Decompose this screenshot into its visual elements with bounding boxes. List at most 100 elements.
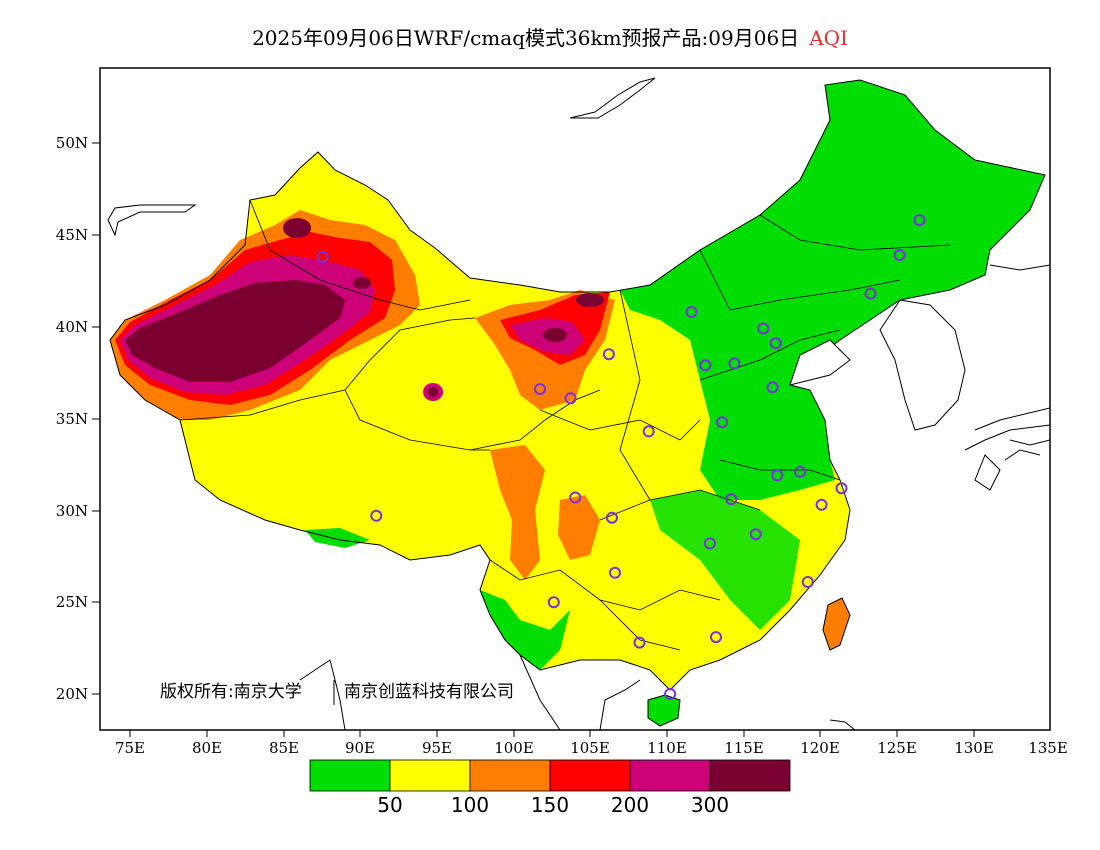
city-station-marker <box>534 383 546 396</box>
city-station-marker <box>716 416 729 429</box>
lat-tick-35n: 35N <box>56 410 88 428</box>
city-station-marker <box>749 528 762 541</box>
map-title: 2025年09月06日WRF/cmaq模式36km预报产品:09月06日 AQI <box>0 22 1100 51</box>
legend-label-300: 300 <box>691 793 729 817</box>
lat-tick-25n: 25N <box>56 593 88 611</box>
lake-baikal <box>569 77 656 119</box>
city-station-marker <box>699 359 712 372</box>
title-pollutant: AQI <box>809 26 848 50</box>
caspian-edge <box>107 204 197 237</box>
lon-tick-90e: 90E <box>345 739 375 757</box>
station-markers <box>316 214 926 700</box>
map-field <box>107 77 1050 730</box>
coastlines <box>107 77 1050 730</box>
city-station-marker <box>703 537 716 550</box>
japan-honshu <box>964 424 1050 491</box>
city-station-marker <box>602 348 615 361</box>
lon-tick-125e: 125E <box>877 739 917 757</box>
legend-label-50: 50 <box>377 793 402 817</box>
city-station-marker <box>564 392 577 405</box>
province-boundaries <box>179 199 951 651</box>
lat-tick-20n: 20N <box>56 685 88 703</box>
city-station-marker <box>728 357 741 370</box>
lon-tick-75e: 75E <box>115 739 145 757</box>
map-frame <box>99 67 1051 731</box>
luzon-edge <box>829 719 856 730</box>
region-aqi-maroon-junggar <box>283 218 311 238</box>
japan-islands <box>1004 439 1050 461</box>
city-station-marker <box>633 636 646 649</box>
city-station-marker <box>547 596 560 609</box>
lon-tick-130e: 130E <box>954 739 994 757</box>
legend-label-200: 200 <box>611 793 649 817</box>
japan-kyushu <box>974 407 1050 431</box>
legend-swatch <box>309 759 391 792</box>
city-station-marker <box>815 498 828 511</box>
lon-tick-85e: 85E <box>269 739 299 757</box>
region-aqi-green-southeast <box>650 490 800 630</box>
legend-swatch <box>389 759 471 792</box>
city-station-marker <box>766 381 779 394</box>
city-station-marker <box>913 214 926 227</box>
copyright-owner-2: 南京创蓝科技有限公司 <box>344 682 514 702</box>
city-station-marker <box>606 511 618 524</box>
region-aqi-orange-taiwan <box>823 598 850 650</box>
lat-tick-45n: 45N <box>56 226 88 244</box>
city-station-marker <box>710 631 722 644</box>
region-aqi-maroon-turpan <box>353 277 371 289</box>
region-aqi-orange-sichuan <box>490 445 545 580</box>
region-aqi-green-tibet-south <box>305 528 370 548</box>
lon-tick-110e: 110E <box>647 739 687 757</box>
lat-tick-30n: 30N <box>56 502 88 520</box>
city-station-marker <box>609 566 621 579</box>
lon-tick-95e: 95E <box>422 739 452 757</box>
aqi-legend: 50 100 150 200 300 <box>309 759 791 817</box>
city-station-marker <box>794 465 807 478</box>
city-station-marker <box>316 250 329 263</box>
city-station-marker <box>725 493 738 506</box>
region-aqi-green-south <box>480 590 570 670</box>
region-aqi-green-northeast <box>620 80 1045 500</box>
legend-swatch <box>469 759 551 792</box>
city-station-marker <box>771 469 784 482</box>
indochina-coast <box>519 654 641 730</box>
taiwan-outline <box>822 597 851 651</box>
legend-swatch <box>709 759 791 792</box>
city-station-marker <box>685 306 698 318</box>
lon-tick-100e: 100E <box>494 739 534 757</box>
legend-swatches <box>309 759 791 792</box>
city-station-marker <box>835 482 848 495</box>
lat-tick-40n: 40N <box>56 318 88 336</box>
city-station-marker <box>864 287 877 300</box>
region-aqi-maroon-innermongolia <box>576 293 604 307</box>
lon-tick-105e: 105E <box>570 739 610 757</box>
city-station-marker <box>642 425 655 438</box>
russia-coast <box>989 264 1050 271</box>
region-aqi-orange-sichuan2 <box>558 495 600 560</box>
legend-label-100: 100 <box>451 793 489 817</box>
city-station-marker <box>757 322 770 335</box>
city-station-marker <box>370 509 383 522</box>
lat-tick-50n: 50N <box>56 134 88 152</box>
city-station-marker <box>569 491 582 504</box>
region-aqi-maroon-qaidam-core <box>428 387 438 397</box>
legend-swatch <box>629 759 711 792</box>
korea-peninsula <box>879 299 966 431</box>
region-aqi-maroon-ningxia <box>543 328 567 342</box>
india-coast <box>299 659 346 730</box>
lat-axis: 50N 45N 40N 35N 30N 25N 20N <box>56 134 100 703</box>
region-aqi-green-hainan <box>648 695 680 726</box>
lon-axis: 75E 80E 85E 90E 95E 100E 105E 110E 115E … <box>115 730 1068 757</box>
lon-tick-115e: 115E <box>724 739 764 757</box>
city-station-marker <box>664 688 677 700</box>
title-main: 2025年09月06日WRF/cmaq模式36km预报产品:09月06日 <box>252 26 800 50</box>
city-station-marker <box>801 576 814 588</box>
city-station-marker <box>769 337 782 350</box>
city-station-marker <box>893 249 906 261</box>
lon-tick-120e: 120E <box>800 739 840 757</box>
lon-tick-80e: 80E <box>192 739 222 757</box>
copyright-owner-1: 版权所有:南京大学 <box>160 682 302 702</box>
region-aqi-maroon-taklimakan <box>125 280 345 382</box>
bohai-gulf <box>789 339 851 386</box>
